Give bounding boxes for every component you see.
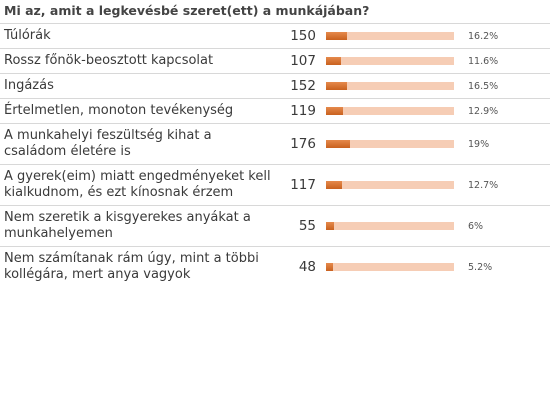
bar-track — [326, 82, 454, 90]
count: 48 — [298, 259, 316, 275]
row: A munkahelyi feszültség kihat a családom… — [0, 123, 550, 164]
value-label: 6% — [468, 220, 484, 232]
value-label: 5.2% — [468, 261, 493, 273]
bar-track — [326, 222, 454, 230]
bar — [326, 107, 343, 115]
rows: Túlórák 150 16.2% Rossz főnök-beosztott kap… — [0, 23, 550, 287]
value-label: 11.6% — [468, 55, 499, 67]
count: 176 — [290, 136, 316, 152]
row-label: Nem szeretik a kisgyerekes anyákat a mun… — [4, 210, 251, 241]
bar-track — [326, 32, 454, 40]
row-label: Túlórák — [4, 28, 51, 43]
bar — [326, 181, 343, 189]
row: Rossz főnök-beosztott kapcsolat 107 11.6% — [0, 48, 550, 73]
row-label: Rossz főnök-beosztott kapcsolat — [4, 53, 214, 68]
row-label: Értelmetlen, monoton tevékenység — [4, 103, 234, 118]
count: 150 — [290, 28, 316, 44]
row-label: A gyerek(eim) miatt engedményeket kell k… — [4, 169, 271, 200]
bar-track — [326, 57, 454, 65]
count: 119 — [290, 103, 316, 119]
count: 55 — [298, 218, 316, 234]
row: Nem szeretik a kisgyerekes anyákat a mun… — [0, 205, 550, 246]
row-label: Nem számítanak rám úgy, mint a többi kol… — [4, 251, 259, 282]
value-label: 19% — [468, 138, 490, 150]
bar — [326, 140, 351, 148]
bar — [326, 82, 348, 90]
row: Ingázás 152 16.5% — [0, 73, 550, 98]
row-label: A munkahelyi feszültség kihat a családom… — [4, 128, 212, 159]
bar-track — [326, 140, 454, 148]
count: 107 — [290, 53, 316, 69]
value-label: 12.9% — [468, 105, 499, 117]
bar-track — [326, 263, 454, 271]
row: Túlórák 150 16.2% — [0, 23, 550, 48]
value-label: 16.5% — [468, 80, 499, 92]
bar-track — [326, 107, 454, 115]
bar — [326, 222, 334, 230]
row: Értelmetlen, monoton tevékenység 119 12.9% — [0, 98, 550, 123]
count: 152 — [290, 78, 316, 94]
bar — [326, 57, 341, 65]
bar — [326, 32, 347, 40]
value-label: 12.7% — [468, 179, 499, 191]
row: Nem számítanak rám úgy, mint a többi kol… — [0, 246, 550, 287]
row-label: Ingázás — [4, 78, 54, 93]
row: A gyerek(eim) miatt engedményeket kell k… — [0, 164, 550, 205]
bar-track — [326, 181, 454, 189]
chart-title: Mi az, amit a legkevésbé szeret(ett) a m… — [4, 3, 370, 18]
bar — [326, 263, 333, 271]
count: 117 — [290, 177, 316, 193]
value-label: 16.2% — [468, 30, 499, 42]
